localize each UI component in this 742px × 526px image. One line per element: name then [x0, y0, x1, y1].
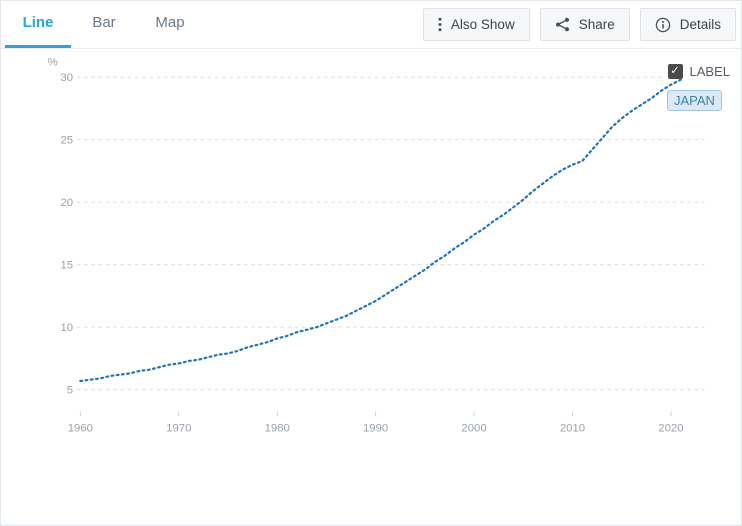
details-label: Details	[679, 17, 721, 32]
line-chart: 5 10 15 20 25 30% 1960 1970 1980 1990 2000 2010 2020	[48, 56, 705, 435]
svg-text:30: 30	[60, 72, 73, 84]
share-button[interactable]: Share	[539, 8, 630, 41]
tab-bar[interactable]: Bar	[92, 14, 116, 31]
svg-text:2000: 2000	[461, 423, 486, 435]
also-show-label: Also Show	[450, 17, 515, 32]
y-axis-labels: 5 10 15 20 25 30	[60, 72, 73, 397]
toolbar-actions: Also Show Share	[422, 1, 736, 48]
series-label-japan[interactable]: JAPAN	[667, 90, 722, 111]
svg-text:1960: 1960	[68, 423, 93, 435]
svg-text:2020: 2020	[658, 423, 683, 435]
x-axis-ticks	[79, 411, 672, 417]
kebab-icon	[438, 17, 442, 32]
svg-text:25: 25	[60, 134, 73, 146]
svg-text:20: 20	[60, 197, 73, 209]
japan-series-line	[79, 78, 682, 383]
svg-text:5: 5	[67, 384, 73, 396]
svg-text:10: 10	[60, 322, 73, 334]
tab-map[interactable]: Map	[155, 14, 185, 31]
also-show-button[interactable]: Also Show	[422, 8, 530, 41]
y-gridlines	[76, 76, 705, 391]
svg-text:1980: 1980	[265, 423, 290, 435]
chart-area: 5 10 15 20 25 30% 1960 1970 1980 1990 2000 2010 2020…	[1, 49, 741, 525]
details-button[interactable]: Details	[639, 8, 736, 41]
label-checkbox-text: LABEL	[689, 64, 730, 79]
svg-text:2010: 2010	[560, 423, 585, 435]
info-icon	[655, 17, 671, 33]
svg-text:1970: 1970	[166, 423, 191, 435]
share-icon	[555, 17, 570, 32]
y-axis-unit: %	[48, 56, 58, 68]
svg-text:15: 15	[60, 259, 73, 271]
toolbar: Line Bar Map Also Show	[1, 1, 741, 49]
checkbox-checked-icon: ✓	[667, 64, 683, 79]
x-axis-labels: 1960 1970 1980 1990 2000 2010 2020	[68, 423, 684, 435]
label-checkbox[interactable]: ✓ LABEL	[663, 64, 730, 79]
view-tabs: Line Bar Map	[5, 1, 203, 48]
tab-line[interactable]: Line	[5, 1, 71, 48]
share-label: Share	[578, 17, 615, 32]
svg-text:1990: 1990	[363, 423, 388, 435]
